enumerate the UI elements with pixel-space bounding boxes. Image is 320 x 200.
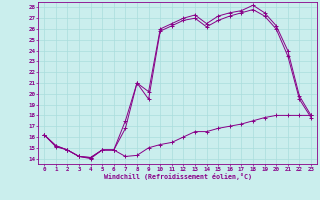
X-axis label: Windchill (Refroidissement éolien,°C): Windchill (Refroidissement éolien,°C) <box>104 173 252 180</box>
